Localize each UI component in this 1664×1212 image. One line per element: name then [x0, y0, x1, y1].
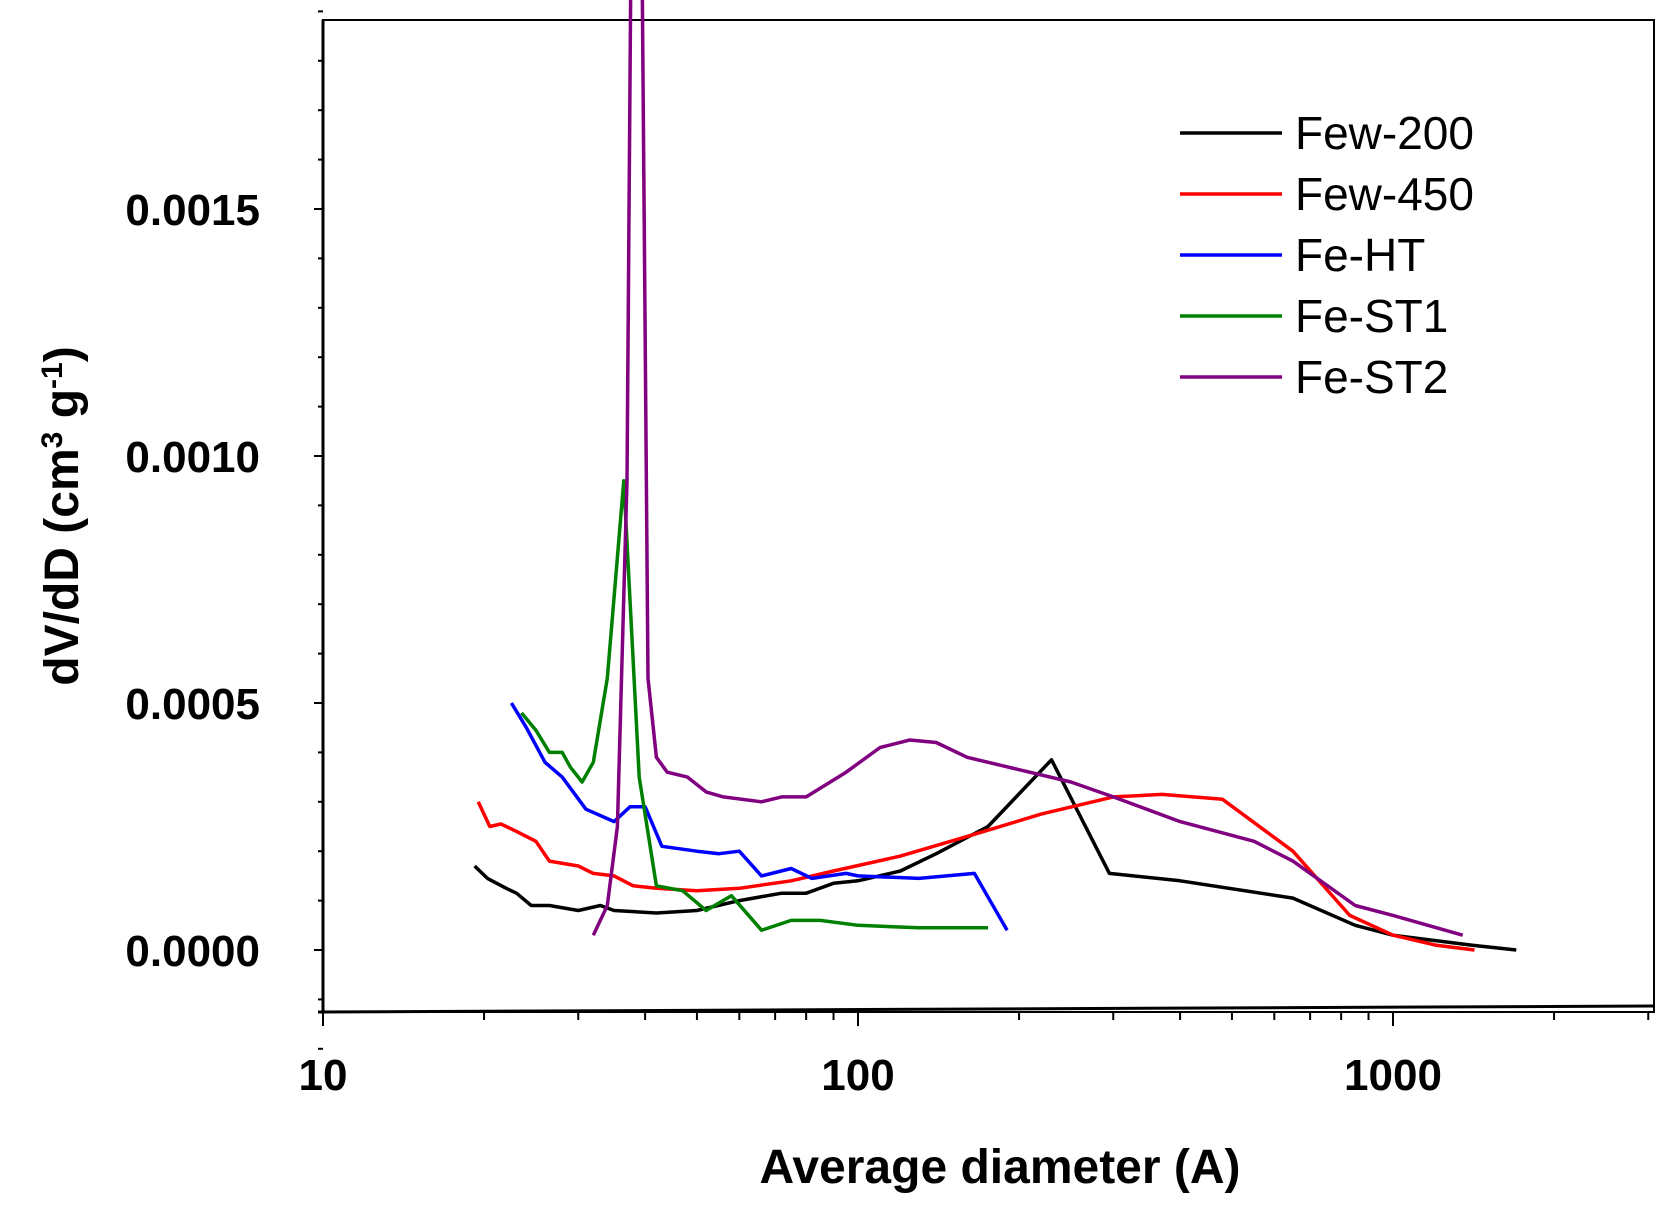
legend-label-fe-st2: Fe-ST2 [1295, 351, 1448, 403]
y-axis-title-mid: g [36, 389, 89, 432]
series-line-fe-st1 [520, 478, 988, 932]
series-line-few-200 [473, 758, 1517, 952]
y-tick-label: 0.0005 [125, 680, 260, 729]
legend-label-few-200: Few-200 [1295, 107, 1474, 159]
y-axis-title-main: dV/dD (cm [36, 448, 89, 685]
series-line-few-450 [476, 792, 1475, 952]
y-axis-title-end: ) [36, 346, 89, 362]
x-axis-ticks: 10 100 1000 [299, 1012, 1650, 1100]
y-axis-ticks: 0.00000.00050.00100.00150.00200.00250.00… [125, 10, 323, 1050]
legend: Few-200 Few-450 Fe-HT Fe-ST1 Fe-ST2 [1180, 107, 1474, 403]
series-layer [473, 0, 1517, 952]
legend-label-fe-st1: Fe-ST1 [1295, 290, 1448, 342]
y-tick-label: 0.0000 [125, 927, 260, 976]
x-tick-label: 100 [821, 1051, 894, 1100]
legend-label-fe-ht: Fe-HT [1295, 229, 1425, 281]
y-axis-title: dV/dD (cm3 g-1) [36, 346, 89, 685]
y-axis-title-sup2: -1 [36, 362, 69, 389]
y-axis-title-sup1: 3 [36, 432, 69, 449]
x-tick-label: 10 [299, 1051, 348, 1100]
x-axis-title: Average diameter (A) [759, 1141, 1240, 1194]
y-tick-label: 0.0010 [125, 433, 260, 482]
x-axis-line [317, 1004, 1655, 1014]
y-tick-label: 0.0015 [125, 186, 260, 235]
series-line-fe-ht [509, 702, 1009, 932]
legend-label-few-450: Few-450 [1295, 168, 1474, 220]
x-tick-label: 1000 [1344, 1051, 1442, 1100]
series-line-fe-st2 [591, 0, 1464, 937]
